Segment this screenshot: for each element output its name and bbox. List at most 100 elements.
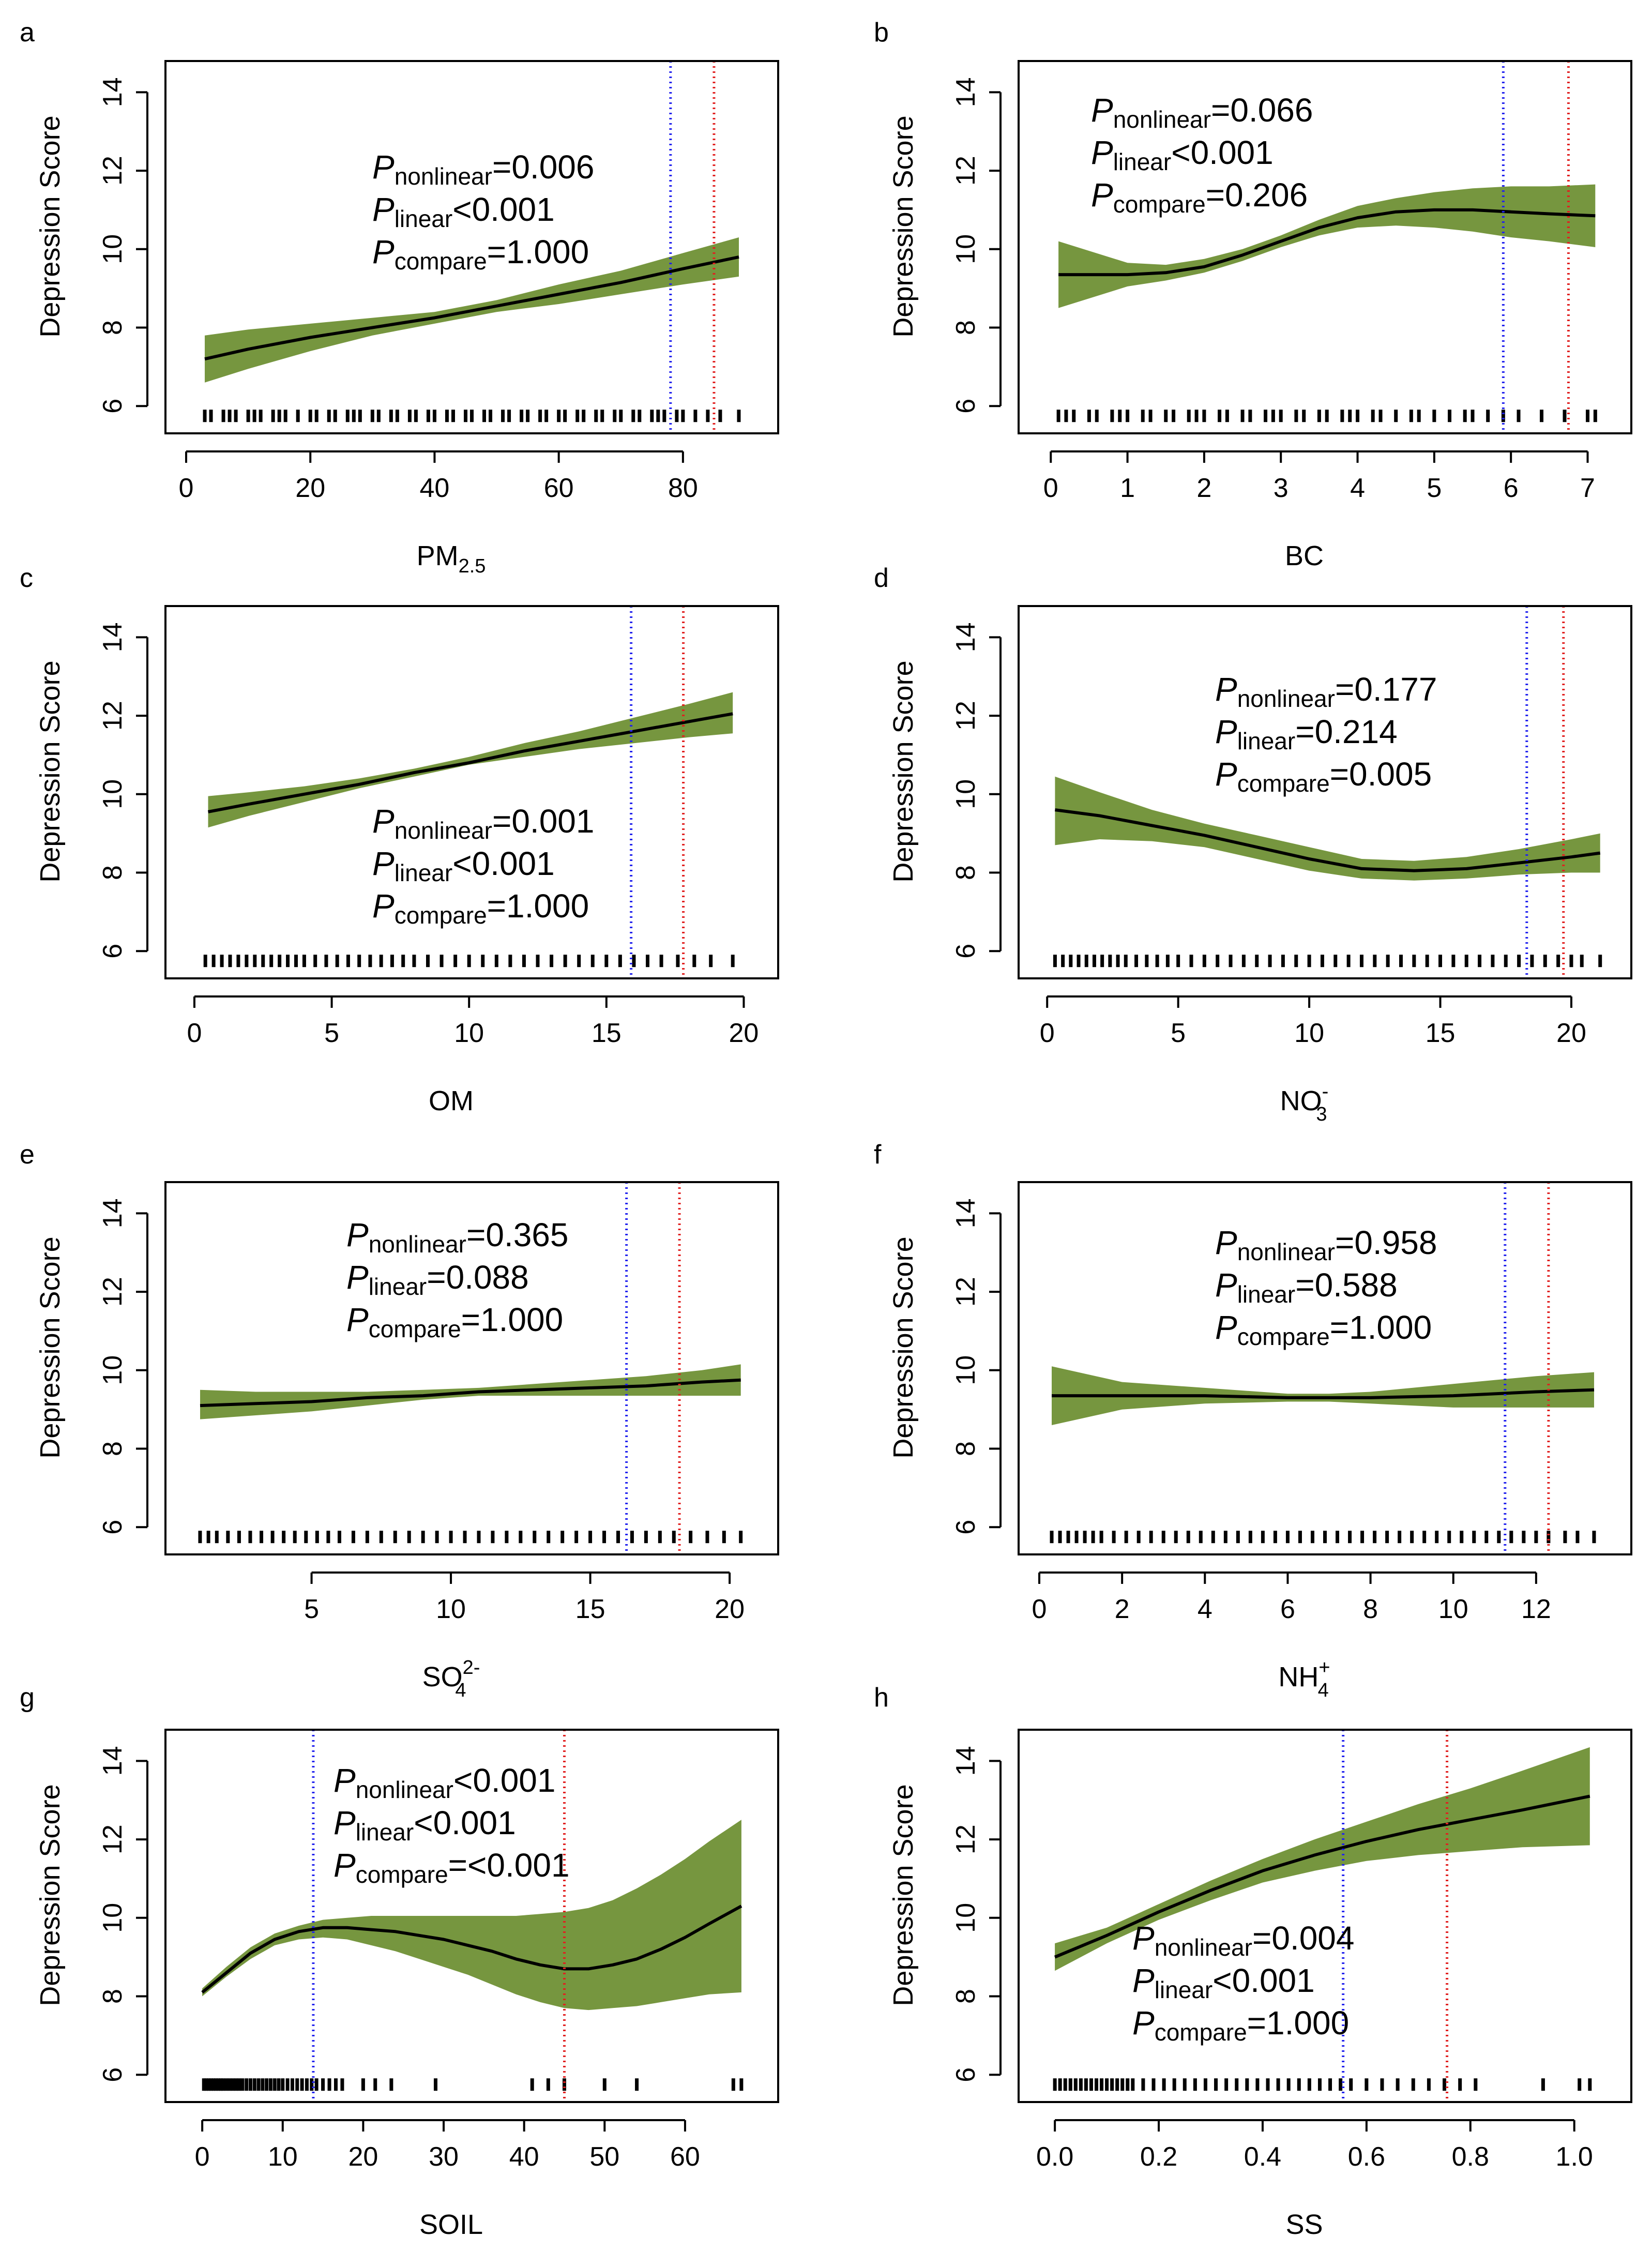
y-tick-label: 10	[951, 1903, 981, 1933]
x-tick-label: 3	[1274, 473, 1289, 503]
x-tick-label: 60	[670, 2142, 700, 2172]
panel-letter: g	[20, 1683, 35, 1713]
x-tick-label: 0.6	[1348, 2142, 1385, 2172]
panel-letter: c	[20, 563, 33, 593]
y-tick-label: 12	[98, 156, 128, 186]
p-value-annotation: Plinear<0.001	[1091, 134, 1274, 175]
y-tick-label: 14	[98, 1198, 128, 1228]
x-tick-label: 15	[575, 1594, 605, 1624]
panel-a: a 0 20 40 60 80 6 8 10 12 14 Depression Score PM2.5 P…	[20, 18, 779, 577]
y-tick-label: 8	[951, 1441, 981, 1456]
y-tick-label: 12	[951, 701, 981, 731]
x-tick-label: 0	[187, 1018, 202, 1048]
plot-frame	[164, 60, 779, 434]
y-tick-label: 12	[951, 156, 981, 186]
x-tick-label: 20	[348, 2142, 378, 2172]
x-tick-label: 0.2	[1140, 2142, 1177, 2172]
y-tick-label: 6	[951, 2067, 981, 2082]
fitted-curve	[1052, 1388, 1595, 1399]
y-tick-label: 14	[98, 622, 128, 652]
x-tick-label: 20	[729, 1018, 759, 1048]
fitted-curve	[207, 712, 733, 813]
x-tick-label: 2	[1115, 1594, 1130, 1624]
p-value-annotation: Plinear<0.001	[1132, 1962, 1315, 2003]
y-tick-label: 8	[98, 1989, 128, 2004]
fitted-curve	[204, 255, 739, 361]
y-axis-title: Depression Score	[35, 1784, 66, 2006]
p-value-annotation: Plinear<0.001	[372, 845, 555, 886]
x-axis-title: SS	[1285, 2209, 1323, 2240]
y-tick-label: 10	[951, 1355, 981, 1385]
x-tick-label: 15	[1426, 1018, 1456, 1048]
x-tick-label: 15	[592, 1018, 622, 1048]
confidence-band	[1052, 1366, 1594, 1425]
confidence-band	[208, 692, 733, 828]
p-value-annotation: Pnonlinear=0.365	[346, 1216, 568, 1258]
x-tick-label: 1	[1120, 473, 1135, 503]
x-tick-label: 8	[1363, 1594, 1378, 1624]
y-tick-label: 6	[951, 1520, 981, 1535]
panel-letter: e	[20, 1140, 35, 1170]
x-tick-label: 80	[668, 473, 698, 503]
y-tick-label: 10	[98, 234, 128, 264]
fitted-curve	[1054, 1794, 1590, 1959]
p-value-annotation: Plinear<0.001	[334, 1804, 516, 1846]
x-tick-label: 5	[1427, 473, 1442, 503]
x-tick-label: 10	[268, 2142, 298, 2172]
p-value-annotation: Pcompare=1.000	[1132, 2004, 1349, 2046]
p-value-annotation: Pcompare=1.000	[372, 887, 589, 929]
p-value-annotation: Pnonlinear=0.958	[1215, 1224, 1437, 1265]
y-tick-label: 12	[951, 1824, 981, 1854]
p-value-annotation: Pcompare=<0.001	[334, 1847, 570, 1888]
y-tick-label: 8	[951, 865, 981, 880]
y-tick-label: 8	[951, 1989, 981, 2004]
y-tick-label: 6	[98, 399, 128, 414]
p-value-annotation: Plinear<0.001	[372, 191, 555, 232]
y-tick-label: 10	[98, 779, 128, 809]
x-tick-label: 40	[509, 2142, 539, 2172]
panel-e: e 5 10 15 20 6 8 10 12 14 Depression Score SO2-4 Pno…	[20, 1140, 779, 1701]
y-tick-label: 10	[951, 779, 981, 809]
confidence-band	[1058, 184, 1596, 308]
x-tick-label: 7	[1580, 473, 1595, 503]
confidence-band	[1055, 1747, 1590, 1971]
x-axis-title: NH+ 4	[1278, 1657, 1330, 1701]
x-tick-label: 12	[1521, 1594, 1551, 1624]
p-value-annotation: Pcompare=1.000	[346, 1301, 563, 1342]
x-tick-label: 60	[544, 473, 574, 503]
y-tick-label: 10	[951, 234, 981, 264]
x-axis-title: BC	[1285, 540, 1324, 571]
fitted-curve	[1055, 808, 1601, 872]
x-tick-label: 10	[1294, 1018, 1324, 1048]
y-tick-label: 6	[951, 399, 981, 414]
x-tick-label: 0.8	[1452, 2142, 1489, 2172]
x-axis-title: PM2.5	[417, 540, 486, 577]
y-tick-label: 14	[951, 622, 981, 652]
y-tick-label: 14	[951, 1746, 981, 1776]
y-tick-label: 6	[98, 944, 128, 959]
x-axis-title: SO2-4	[422, 1657, 480, 1701]
y-axis-title: Depression Score	[888, 1784, 919, 2006]
x-tick-label: 2	[1196, 473, 1211, 503]
p-value-annotation: Pcompare=1.000	[372, 233, 589, 275]
x-tick-label: 20	[715, 1594, 745, 1624]
panel-d: d 0 5 10 15 20 6 8 10 12 14 Depression Score NO-3 Pno…	[874, 563, 1632, 1125]
y-tick-label: 10	[98, 1903, 128, 1933]
panel-f: f 0 2 4 6 8 10 12 6 8 10 12 14 Depression Score NH+ 4 Pn…	[874, 1140, 1632, 1701]
panel-h: h 0.0 0.2 0.4 0.6 0.8 1.0 6 8 10 12 14 Depression Sc…	[874, 1683, 1632, 2240]
x-tick-label: 4	[1350, 473, 1365, 503]
panel-letter: f	[874, 1140, 882, 1170]
x-tick-label: 10	[1438, 1594, 1468, 1624]
y-tick-label: 8	[98, 1441, 128, 1456]
x-tick-label: 20	[1556, 1018, 1586, 1048]
panel-c: c 0 5 10 15 20 6 8 10 12 14 Depression Score OM Pnonl…	[20, 563, 779, 1116]
panel-letter: b	[874, 18, 889, 48]
x-axis-title: OM	[429, 1085, 474, 1116]
plot-frame	[1018, 60, 1632, 434]
panel-letter: d	[874, 563, 889, 593]
panel-letter: a	[20, 18, 35, 48]
x-axis-title: NO-3	[1280, 1081, 1329, 1125]
p-value-annotation: Pcompare=0.206	[1091, 176, 1308, 218]
plot-frame	[164, 1181, 779, 1555]
